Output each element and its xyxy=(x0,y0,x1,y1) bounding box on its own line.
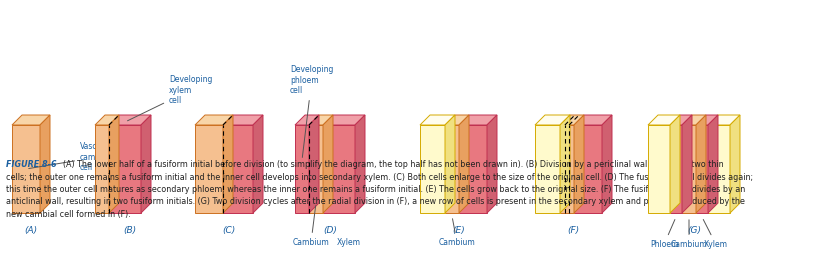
Polygon shape xyxy=(708,115,740,125)
Polygon shape xyxy=(223,125,253,213)
Text: Vascular
cambium
cell: Vascular cambium cell xyxy=(29,142,116,172)
Text: (C): (C) xyxy=(223,226,236,235)
Text: Xylem: Xylem xyxy=(337,238,361,247)
Polygon shape xyxy=(95,115,119,125)
Polygon shape xyxy=(323,115,333,213)
Polygon shape xyxy=(109,125,141,213)
Polygon shape xyxy=(323,115,365,125)
Polygon shape xyxy=(602,115,612,213)
Polygon shape xyxy=(141,115,151,213)
Polygon shape xyxy=(253,115,263,213)
Polygon shape xyxy=(696,125,708,213)
Polygon shape xyxy=(696,115,706,213)
Polygon shape xyxy=(445,125,459,213)
Text: Cambium: Cambium xyxy=(293,206,329,247)
Polygon shape xyxy=(109,115,119,213)
Polygon shape xyxy=(670,125,682,213)
Polygon shape xyxy=(420,125,445,213)
Polygon shape xyxy=(12,125,40,213)
Polygon shape xyxy=(648,125,670,213)
Polygon shape xyxy=(459,115,469,213)
Polygon shape xyxy=(445,115,469,125)
Polygon shape xyxy=(109,115,151,125)
Polygon shape xyxy=(355,115,365,213)
Polygon shape xyxy=(195,125,223,213)
Polygon shape xyxy=(648,115,680,125)
Text: FIGURE 8-6: FIGURE 8-6 xyxy=(6,160,57,169)
Polygon shape xyxy=(223,115,233,213)
Polygon shape xyxy=(323,125,355,213)
Text: Developing
xylem
cell: Developing xylem cell xyxy=(127,75,213,121)
Polygon shape xyxy=(195,115,233,125)
Text: Xylem: Xylem xyxy=(703,219,728,249)
Text: (E): (E) xyxy=(452,226,465,235)
Polygon shape xyxy=(295,125,309,213)
Polygon shape xyxy=(95,125,109,213)
Polygon shape xyxy=(487,115,497,213)
Polygon shape xyxy=(295,115,319,125)
Polygon shape xyxy=(12,115,50,125)
Polygon shape xyxy=(708,115,718,213)
Text: (B): (B) xyxy=(124,226,136,235)
Text: (A): (A) xyxy=(24,226,37,235)
Text: (D): (D) xyxy=(323,226,337,235)
Polygon shape xyxy=(574,115,584,213)
Text: Developing
phloem
cell: Developing phloem cell xyxy=(290,65,333,157)
Polygon shape xyxy=(445,115,455,213)
Polygon shape xyxy=(459,115,497,125)
Polygon shape xyxy=(708,125,730,213)
Polygon shape xyxy=(574,115,612,125)
Polygon shape xyxy=(670,115,692,125)
Polygon shape xyxy=(696,115,718,125)
Polygon shape xyxy=(535,115,570,125)
Text: (A) The lower half of a fusiform initial before division (to simplify the diagra: (A) The lower half of a fusiform initial… xyxy=(58,160,724,169)
Polygon shape xyxy=(420,115,455,125)
Polygon shape xyxy=(309,125,323,213)
Text: new cambial cell formed in (F).: new cambial cell formed in (F). xyxy=(6,210,130,219)
Polygon shape xyxy=(670,115,680,213)
Polygon shape xyxy=(560,115,584,125)
Polygon shape xyxy=(309,115,333,125)
Polygon shape xyxy=(730,115,740,213)
Text: (F): (F) xyxy=(568,226,579,235)
Polygon shape xyxy=(682,115,692,213)
Polygon shape xyxy=(40,115,50,213)
Text: this time the outer cell matures as secondary phloem, whereas the inner one rema: this time the outer cell matures as seco… xyxy=(6,185,745,194)
Text: Cambium: Cambium xyxy=(671,220,707,249)
Text: Cambium: Cambium xyxy=(439,219,475,247)
Text: cells; the outer one remains a fusiform initial and the inner cell develops into: cells; the outer one remains a fusiform … xyxy=(6,173,753,181)
Polygon shape xyxy=(535,125,560,213)
Text: anticlinal wall, resulting in two fusiform initials. (G) Two division cycles aft: anticlinal wall, resulting in two fusifo… xyxy=(6,198,745,207)
Polygon shape xyxy=(560,115,570,213)
Polygon shape xyxy=(459,125,487,213)
Polygon shape xyxy=(560,125,574,213)
Polygon shape xyxy=(223,115,263,125)
Polygon shape xyxy=(682,125,696,213)
Text: Phloem: Phloem xyxy=(650,219,678,249)
Polygon shape xyxy=(574,125,602,213)
Polygon shape xyxy=(682,115,706,125)
Polygon shape xyxy=(309,115,319,213)
Text: (G): (G) xyxy=(687,226,701,235)
